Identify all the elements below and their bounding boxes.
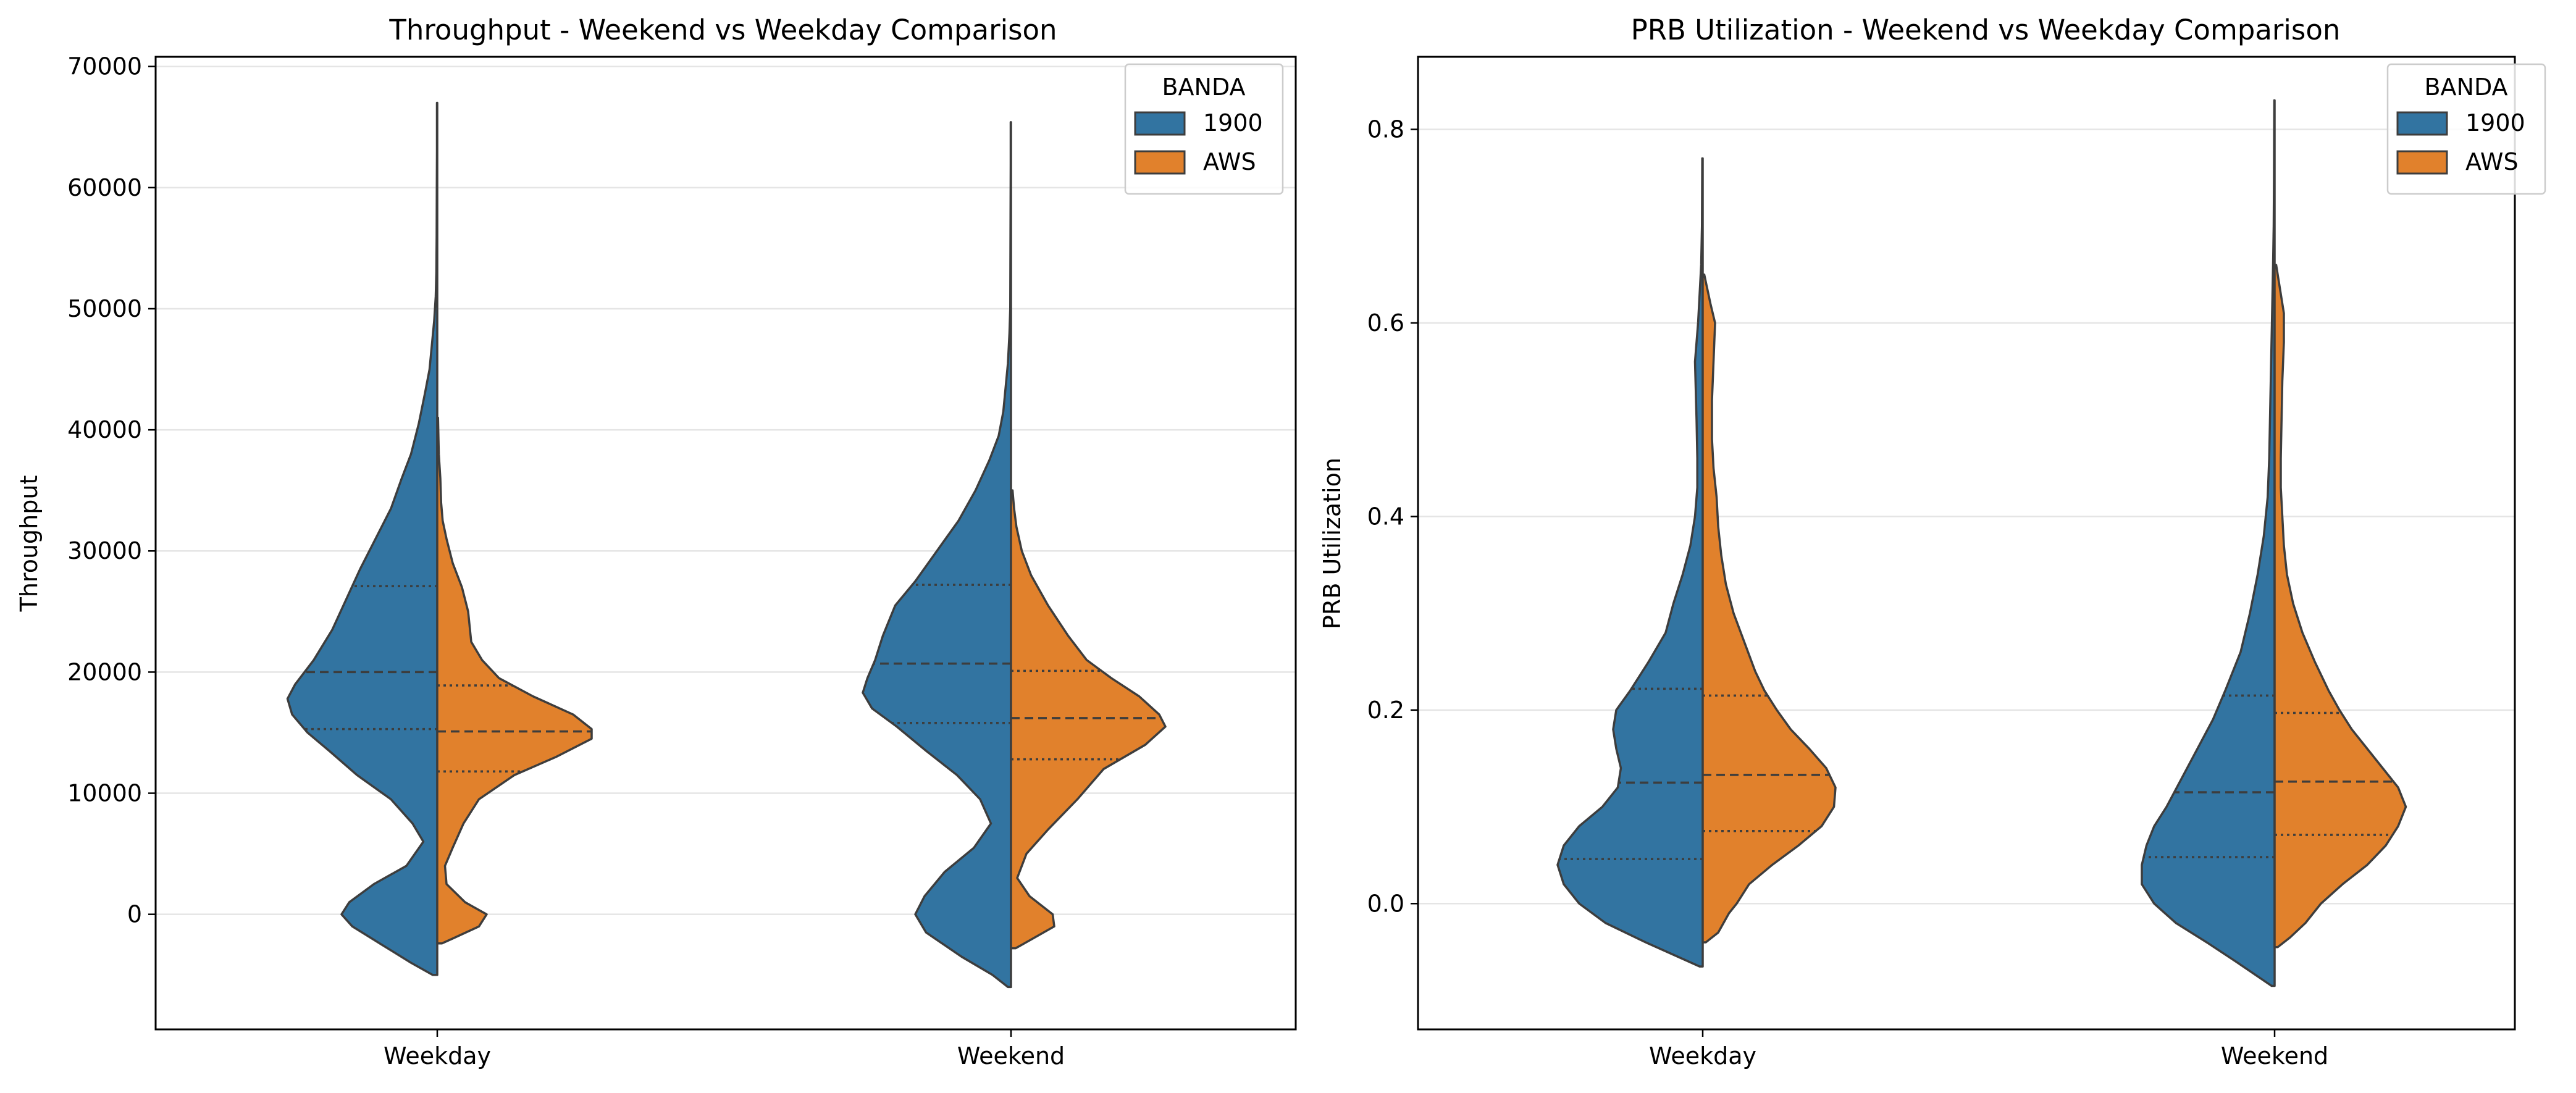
violin-aws-weekend [1010, 489, 1167, 950]
legend-label: 1900 [2465, 109, 2525, 136]
x-tick-label: Weekday [384, 1042, 491, 1070]
legend-label: AWS [2465, 148, 2519, 175]
violin-1900-weekday [286, 101, 438, 976]
x-tick-label: Weekend [2221, 1042, 2328, 1070]
x-tick-label: Weekend [957, 1042, 1065, 1070]
y-tick-label: 40000 [67, 416, 142, 443]
legend-label: AWS [1203, 148, 1256, 175]
legend-swatch [2396, 150, 2448, 175]
y-tick-label: 0.0 [1367, 890, 1404, 917]
y-tick-label: 30000 [67, 537, 142, 564]
y-tick-label: 60000 [67, 174, 142, 201]
violin-1900-weekend [862, 121, 1012, 989]
violin-1900-weekday [1556, 157, 1704, 968]
y-tick-label: 0.8 [1367, 116, 1404, 143]
x-tick-label: Weekday [1649, 1042, 1756, 1070]
y-tick-label: 50000 [67, 295, 142, 322]
chart-title: Throughput - Weekend vs Weekday Comparis… [388, 14, 1057, 46]
y-tick-label: 0.4 [1367, 503, 1404, 530]
legend-swatch [2396, 111, 2448, 136]
y-tick-label: 20000 [67, 658, 142, 685]
legend-swatch [1134, 150, 1186, 175]
prb-utilization-panel: PRB Utilization - Weekend vs Weekday Com… [1319, 14, 2546, 1070]
legend-title: BANDA [1162, 73, 1245, 101]
plot-frame [154, 56, 1297, 1031]
violin-aws-weekend [2273, 264, 2407, 949]
y-axis-label: PRB Utilization [1319, 458, 1346, 629]
legend-swatch [1134, 111, 1186, 136]
y-tick-label: 70000 [67, 53, 142, 80]
y-tick-label: 0.2 [1367, 697, 1404, 724]
y-tick-label: 0 [127, 901, 142, 928]
y-tick-label: 10000 [67, 780, 142, 807]
plot-frame [1417, 56, 2516, 1031]
y-axis-label: Throughput [15, 475, 43, 613]
y-tick-label: 0.6 [1367, 309, 1404, 337]
chart-title: PRB Utilization - Weekend vs Weekday Com… [1631, 14, 2341, 46]
violin-aws-weekday [1701, 273, 1837, 944]
violin-aws-weekday [436, 416, 593, 945]
throughput-panel: Throughput - Weekend vs Weekday Comparis… [15, 14, 1297, 1070]
violin-1900-weekend [2141, 99, 2276, 987]
legend-label: 1900 [1203, 109, 1263, 136]
legend-title: BANDA [2424, 73, 2507, 101]
